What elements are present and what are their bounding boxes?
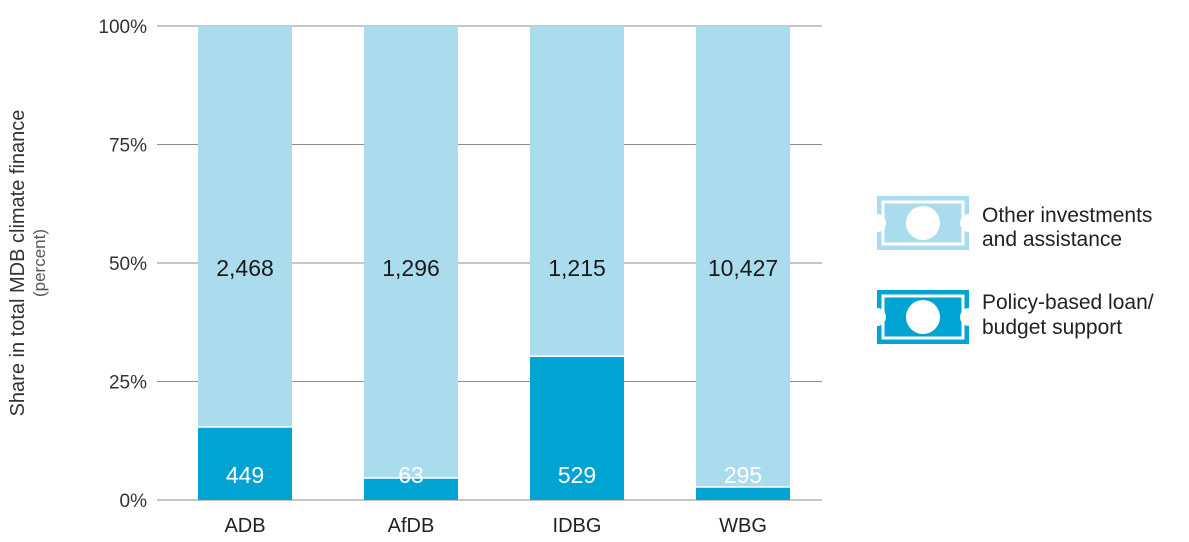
bar-segment-other <box>198 26 292 428</box>
data-label-other: 1,215 <box>548 255 606 281</box>
bar-segment-other <box>530 26 624 357</box>
bar-segment-policy <box>198 427 292 500</box>
bar-value-labels: 2,468 449 1,296 63 1,215 529 10,427 295 <box>216 255 778 488</box>
y-axis-ticks: 0% 25% 50% 75% 100% <box>98 17 147 512</box>
y-tick-label: 75% <box>109 136 147 157</box>
y-tick-label: 25% <box>109 373 147 394</box>
data-label-other: 1,296 <box>382 255 440 281</box>
y-axis-title: Share in total MDB climate finance (perc… <box>7 110 49 417</box>
data-label-other: 2,468 <box>216 255 274 281</box>
bar-segment-policy <box>530 356 624 500</box>
data-label-other: 10,427 <box>708 255 778 281</box>
y-tick-label: 0% <box>120 491 148 512</box>
x-axis-categories: ADB AfDB IDBG WBG <box>224 515 766 537</box>
bars <box>198 26 790 500</box>
y-axis-sublabel: (percent) <box>30 229 49 297</box>
legend-label-other-line2: and assistance <box>982 228 1122 251</box>
data-label-policy: 449 <box>226 462 264 488</box>
legend: Other investments and assistance Policy-… <box>868 196 1154 344</box>
legend-label-policy-line1: Policy-based loan/ <box>982 291 1154 314</box>
bar-segment-policy <box>364 478 458 500</box>
legend-label-other-line1: Other investments <box>982 204 1152 227</box>
legend-item-other: Other investments and assistance <box>868 196 1152 251</box>
y-axis-label: Share in total MDB climate finance <box>7 110 29 417</box>
x-category-label: IDBG <box>553 515 602 537</box>
data-label-policy: 63 <box>398 462 424 488</box>
legend-item-policy: Policy-based loan/ budget support <box>868 290 1154 344</box>
x-category-label: ADB <box>224 515 265 537</box>
banknote-dark-icon <box>868 290 978 344</box>
x-category-label: WBG <box>719 515 767 537</box>
y-tick-label: 50% <box>109 254 147 275</box>
bar-segment-policy <box>696 486 790 500</box>
data-label-policy: 295 <box>724 462 762 488</box>
legend-label-policy-line2: budget support <box>982 316 1122 339</box>
bar-segment-other <box>696 26 790 487</box>
data-label-policy: 529 <box>558 462 596 488</box>
y-tick-label: 100% <box>98 17 147 38</box>
bar-segment-other <box>364 26 458 479</box>
banknote-light-icon <box>868 196 978 250</box>
x-category-label: AfDB <box>388 515 435 537</box>
